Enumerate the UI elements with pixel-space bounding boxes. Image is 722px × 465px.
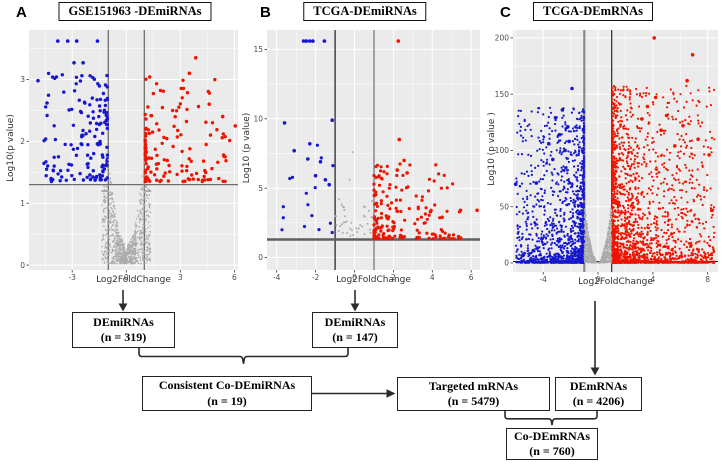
svg-text:-4: -4 xyxy=(273,273,281,282)
panel-label-c: C xyxy=(500,4,511,21)
box-demirnas-gse: DEmiRNAs (n = 319) xyxy=(72,312,175,348)
box-targeted-mrnas-count: (n = 5479) xyxy=(447,394,500,408)
svg-text:4: 4 xyxy=(430,273,435,282)
arrowhead-b xyxy=(350,303,360,312)
svg-text:-2: -2 xyxy=(312,273,320,282)
box-co-demrnas-label: Co-DEmRNAs xyxy=(514,428,590,443)
y-axis-label-c: Log10 (p value ) xyxy=(487,112,497,186)
box-consistent-co-demirnas: Consistent Co-DEmiRNAs (n = 19) xyxy=(142,376,312,411)
panel-b: -4 -2 0 2 4 6 0 5 10 15 B TCGA-DEmiRNAs Log10 (p … xyxy=(240,0,482,302)
box-demirnas-tcga-label: DEmiRNAs xyxy=(324,314,386,329)
svg-text:-3: -3 xyxy=(68,273,76,282)
box-targeted-mrnas: Targeted mRNAs (n = 5479) xyxy=(397,377,550,411)
arrowhead-consistent-to-targeted xyxy=(386,389,396,398)
svg-text:1: 1 xyxy=(20,199,25,208)
box-targeted-mrnas-label: Targeted mRNAs xyxy=(428,378,519,393)
box-consistent-co-demirnas-label: Consistent Co-DEmiRNAs xyxy=(158,378,296,393)
box-demirnas-tcga-count: (n = 147) xyxy=(332,330,378,344)
volcano-plot-b: -4 -2 0 2 4 6 0 5 10 15 xyxy=(253,30,480,282)
panel-title-b: TCGA-DEmiRNAs xyxy=(303,2,427,21)
x-axis-label-c: Log2FoldChange xyxy=(578,277,653,287)
svg-text:6: 6 xyxy=(232,273,237,282)
svg-text:15: 15 xyxy=(253,45,263,54)
svg-text:0: 0 xyxy=(20,261,25,270)
svg-text:5: 5 xyxy=(258,184,263,193)
panel-c: -4 0 4 8 0 50 100 150 200 C TCGA-DEmRNAs Log10 (… xyxy=(480,0,722,302)
svg-text:2: 2 xyxy=(391,273,396,282)
svg-text:10: 10 xyxy=(253,115,263,124)
box-co-demrnas-count: (n = 760) xyxy=(529,444,575,458)
svg-text:0: 0 xyxy=(352,273,357,282)
box-demrnas-count: (n = 4206) xyxy=(572,394,625,408)
svg-text:2: 2 xyxy=(20,137,25,146)
svg-text:0: 0 xyxy=(258,253,263,262)
box-consistent-co-demirnas-count: (n = 19) xyxy=(207,393,247,408)
brace-demrnas-merge xyxy=(504,411,598,426)
svg-text:3: 3 xyxy=(20,75,25,84)
panel-title-c: TCGA-DEmRNAs xyxy=(533,2,653,21)
arrowhead-c xyxy=(590,367,600,376)
svg-text:0: 0 xyxy=(124,273,129,282)
panel-label-b: B xyxy=(260,4,271,21)
y-axis-label-a: Log10(p value) xyxy=(6,114,16,182)
volcano-plot-a: -3 0 3 6 0 1 2 3 xyxy=(20,30,238,282)
panel-label-a: A xyxy=(16,4,27,21)
y-axis-label-b: Log10 (p value) xyxy=(242,112,252,184)
box-co-demrnas: Co-DEmRNAs (n = 760) xyxy=(506,428,598,460)
x-axis-label-a: Log2FoldChange xyxy=(96,275,171,285)
arrowhead-a xyxy=(118,303,128,312)
box-demirnas-gse-count: (n = 319) xyxy=(100,330,147,344)
panel-a: -3 0 3 6 0 1 2 3 A GSE151963 -DEmiRNAs Log10(p … xyxy=(0,0,240,302)
panel-title-a: GSE151963 -DEmiRNAs xyxy=(58,2,212,21)
svg-text:6: 6 xyxy=(469,273,474,282)
box-demrnas-label: DEmRNAs xyxy=(569,378,628,393)
box-demirnas-gse-label: DEmiRNAs xyxy=(93,314,154,329)
brace-demirnas-merge xyxy=(138,348,349,364)
x-axis-label-b: Log2FoldChange xyxy=(336,275,411,285)
svg-text:3: 3 xyxy=(178,273,183,282)
box-demrnas: DEmRNAs (n = 4206) xyxy=(555,377,642,411)
box-demirnas-tcga: DEmiRNAs (n = 147) xyxy=(312,312,398,348)
